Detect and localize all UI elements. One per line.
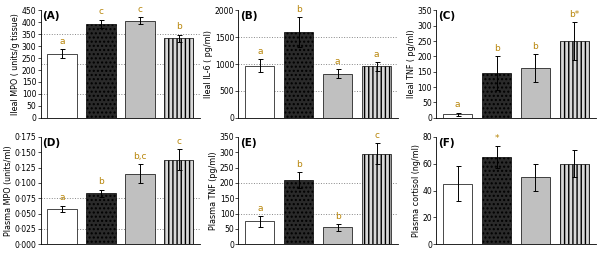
- Text: b: b: [533, 42, 538, 51]
- Bar: [164, 160, 193, 244]
- Bar: [560, 164, 589, 244]
- Text: b,c: b,c: [133, 152, 146, 161]
- Y-axis label: Ileal IL-6 ( pg/ml): Ileal IL-6 ( pg/ml): [205, 30, 214, 98]
- Bar: [521, 177, 550, 244]
- Text: a: a: [59, 37, 65, 46]
- Text: b: b: [98, 178, 104, 186]
- Bar: [245, 221, 274, 244]
- Bar: [47, 209, 77, 244]
- Bar: [443, 184, 472, 244]
- Bar: [86, 193, 116, 244]
- Text: b: b: [335, 212, 341, 221]
- Text: b: b: [296, 5, 302, 14]
- Bar: [362, 66, 391, 118]
- Bar: [125, 21, 155, 118]
- Text: a: a: [257, 203, 263, 213]
- Text: b: b: [494, 43, 499, 53]
- Text: c: c: [374, 131, 379, 140]
- Text: (F): (F): [438, 138, 454, 148]
- Bar: [443, 114, 472, 118]
- Text: (D): (D): [42, 138, 61, 148]
- Bar: [47, 54, 77, 118]
- Text: *: *: [494, 134, 499, 143]
- Text: a: a: [455, 100, 460, 109]
- Text: b*: b*: [569, 10, 580, 19]
- Bar: [521, 68, 550, 118]
- Y-axis label: Plasma TNF (pg/ml): Plasma TNF (pg/ml): [209, 151, 218, 230]
- Text: (C): (C): [438, 11, 455, 21]
- Text: b: b: [176, 22, 182, 31]
- Text: (B): (B): [240, 11, 257, 21]
- Text: a: a: [374, 50, 379, 59]
- Text: a: a: [335, 57, 340, 66]
- Text: c: c: [98, 7, 103, 17]
- Bar: [86, 24, 116, 118]
- Text: c: c: [176, 137, 181, 146]
- Text: b: b: [296, 160, 302, 169]
- Text: (A): (A): [42, 11, 59, 21]
- Bar: [482, 73, 511, 118]
- Bar: [323, 227, 352, 244]
- Bar: [560, 41, 589, 118]
- Y-axis label: Plasma cortisol (ng/ml): Plasma cortisol (ng/ml): [412, 144, 421, 237]
- Bar: [284, 32, 313, 118]
- Text: a: a: [59, 193, 65, 202]
- Y-axis label: Ileal TNF ( pg/ml): Ileal TNF ( pg/ml): [407, 30, 416, 99]
- Bar: [482, 157, 511, 244]
- Bar: [125, 174, 155, 244]
- Y-axis label: Ileal MPO ( units/g tissue): Ileal MPO ( units/g tissue): [11, 13, 20, 115]
- Text: a: a: [257, 47, 263, 56]
- Bar: [362, 154, 391, 244]
- Text: c: c: [137, 5, 142, 14]
- Y-axis label: Plasma MPO (units/ml): Plasma MPO (units/ml): [4, 145, 13, 236]
- Bar: [323, 74, 352, 118]
- Bar: [284, 180, 313, 244]
- Bar: [164, 38, 193, 118]
- Bar: [245, 66, 274, 118]
- Text: (E): (E): [240, 138, 257, 148]
